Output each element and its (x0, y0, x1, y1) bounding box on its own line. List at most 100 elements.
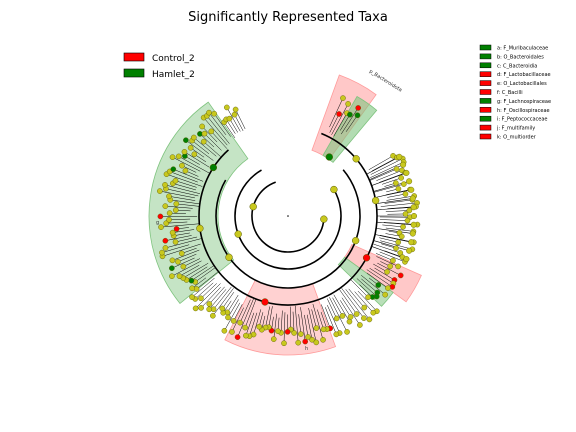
internal-node (352, 236, 360, 245)
leaf-branch (374, 184, 402, 193)
leaf-node (393, 245, 399, 252)
taxa-legend-swatch (479, 53, 492, 60)
taxa-legend-swatch (479, 62, 492, 69)
leaf-branch (383, 222, 416, 225)
leaf-node (225, 314, 231, 321)
leaf-branch (345, 116, 357, 132)
leaf-branch (292, 311, 295, 331)
spoke-node (396, 153, 403, 160)
leaf-branch (204, 118, 228, 146)
leaf-node (353, 311, 360, 317)
leaf-node (385, 285, 391, 291)
leaf-branch (214, 286, 232, 308)
leaf-branch (223, 291, 235, 307)
leaf-node (370, 309, 377, 316)
leaf-branch (311, 309, 317, 327)
leaf-branch (234, 304, 243, 320)
taxa-legend-swatch (479, 124, 492, 131)
leaf-node (406, 207, 413, 214)
leaf-node (172, 177, 179, 184)
leaf-node (169, 154, 176, 160)
leaf-node (366, 316, 373, 323)
leaf-branch (171, 218, 191, 220)
leaf-node (187, 145, 194, 151)
taxa-legend-swatch (479, 115, 492, 122)
leaf-node (393, 166, 400, 172)
leaf-node (291, 330, 297, 336)
leaf-branch (183, 247, 197, 253)
leaf-branch (384, 250, 401, 257)
taxa-legend-label: k: O_multiorder (497, 135, 537, 141)
leaf-node (387, 263, 394, 270)
leaf-node (355, 105, 361, 111)
taxa-legend-label: a: F_Muribaculaceae (497, 46, 548, 52)
leaf-branch (271, 316, 274, 329)
leaf-branch (265, 306, 270, 326)
leaf-node (192, 305, 199, 312)
leaf-branch (382, 178, 400, 185)
leaf-branch (371, 158, 396, 172)
leaf-node (347, 314, 354, 320)
leaf-branch (167, 206, 193, 209)
leaf-node (166, 193, 172, 200)
leaf-branch (228, 299, 239, 316)
leaf-branch (345, 289, 369, 319)
leaf-branch (329, 115, 339, 133)
internal-node (320, 215, 328, 223)
leaf-branch (259, 312, 264, 325)
leaf-node (169, 265, 175, 271)
leaf-branch (185, 258, 201, 266)
leaf-branch (253, 309, 262, 333)
leaf-node (402, 191, 409, 197)
leaf-branch (177, 236, 198, 242)
clade-letter-g: g (156, 220, 159, 226)
spoke-node (408, 186, 415, 193)
leaf-branch (196, 283, 221, 308)
taxa-legend: a: F_Muribaculaceae b: O_Bacteroidales c: … (479, 44, 551, 141)
leaf-node (402, 211, 409, 217)
leaf-node (309, 336, 315, 343)
leaf-node (339, 313, 346, 319)
leaf-node (182, 167, 189, 174)
figure-title: Significantly Represented Taxa (188, 10, 388, 25)
leaf-branch (340, 300, 350, 316)
leaf-branch (289, 306, 291, 328)
leaf-branch (178, 227, 189, 229)
leaf-node (157, 188, 163, 194)
leaf-branch (174, 249, 200, 260)
taxa-legend-label: g: F_Lachnospiraceae (497, 99, 551, 105)
leaf-branch (198, 271, 218, 288)
leaf-branch (163, 244, 190, 253)
leaf-branch (171, 171, 198, 183)
spoke-node (410, 221, 417, 228)
leaf-node (172, 239, 179, 245)
leaf-node (200, 138, 207, 145)
leaf-branch (308, 308, 317, 341)
leaf-branch (207, 117, 230, 144)
leaf-branch (370, 169, 395, 181)
leaf-branch (277, 317, 280, 330)
leaf-node (189, 285, 195, 292)
leaf-node (270, 336, 277, 342)
leaf-branch (224, 300, 232, 312)
leaf-node (395, 186, 402, 192)
leaf-branch (210, 286, 225, 303)
leaf-node (232, 106, 239, 113)
leaf-branch (332, 297, 342, 315)
internal-node (261, 298, 269, 306)
leaf-node (157, 213, 164, 220)
leaf-branch (333, 114, 347, 137)
leaf-branch (380, 240, 411, 250)
leaf-branch (173, 260, 202, 276)
leaf-branch (379, 234, 412, 243)
rank-arc (234, 169, 342, 270)
leaf-node (206, 306, 212, 313)
leaf-node (313, 325, 320, 331)
spoke-branch (376, 228, 413, 234)
spoke-node (406, 178, 413, 185)
leaf-node (313, 339, 320, 346)
leaf-node (226, 115, 233, 122)
leaf-branch (205, 134, 222, 151)
leaf-branch (321, 304, 330, 327)
leaf-node (275, 328, 281, 334)
